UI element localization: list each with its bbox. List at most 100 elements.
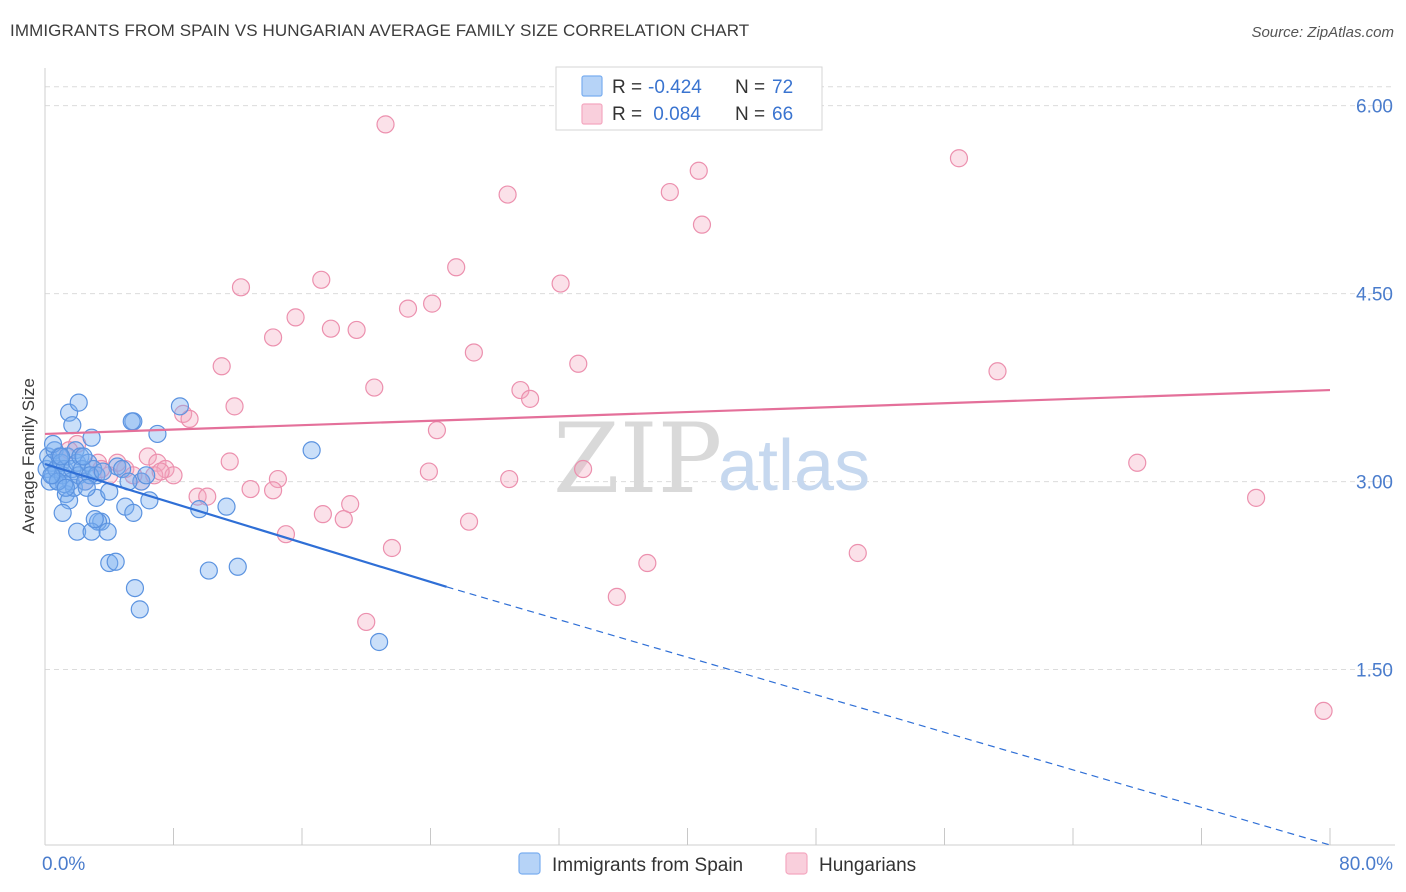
spain-point (125, 578, 145, 598)
spain-point (68, 522, 87, 541)
spain-point (77, 478, 96, 497)
bottom-legend-label-spain: Immigrants from Spain (552, 855, 743, 876)
hungarian-point (1247, 488, 1266, 507)
x-ticks (173, 828, 1331, 845)
hungarian-point (341, 495, 360, 514)
hungarian-point (268, 469, 288, 489)
spain-point (370, 632, 389, 652)
legend-r-value-hungarians: 0.084 (648, 104, 701, 125)
spain-point (69, 393, 88, 412)
hungarian-point (334, 510, 353, 529)
spain-point (42, 466, 61, 485)
legend-swatch-spain (581, 75, 603, 97)
legend-n-label-hungarians: N = (735, 104, 765, 125)
hungarian-point (423, 294, 442, 313)
y-tick-label: 6.00 (1356, 97, 1393, 118)
spain-point (124, 503, 143, 522)
y-axis-label: Average Family Size (19, 378, 38, 534)
legend-r-value-spain: -0.424 (648, 77, 702, 98)
hungarian-point (321, 319, 341, 338)
hungarian-point (313, 505, 332, 524)
legend-n-value-hungarians: 66 (772, 104, 793, 125)
hungarian-point (365, 378, 384, 397)
spain-point (100, 553, 119, 573)
hungarian-point (607, 587, 626, 606)
legend-r-label-spain: R = (612, 77, 642, 98)
legend-r-label-hungarians: R = (612, 104, 642, 125)
hungarian-point (1128, 453, 1147, 472)
hungarian-point (382, 538, 402, 558)
spain-point (132, 472, 151, 491)
hungarian-point (398, 299, 418, 318)
spain-point (93, 462, 112, 481)
x-tick-label-max: 80.0% (1339, 854, 1393, 875)
y-tick-label: 4.50 (1356, 285, 1393, 306)
y-tick-label: 3.00 (1356, 473, 1393, 494)
chart-title: IMMIGRANTS FROM SPAIN VS HUNGARIAN AVERA… (10, 21, 750, 40)
spain-trend-extension (446, 586, 1331, 846)
hungarian-point (312, 270, 331, 289)
hungarian-point (225, 397, 244, 416)
hungarian-point (151, 462, 170, 481)
hungarian-point (500, 469, 519, 489)
spain-point (53, 503, 72, 522)
hungarian-point (138, 447, 157, 466)
y-tick-labels: 1.50 3.00 4.50 6.00 (1356, 97, 1393, 682)
spain-point (63, 416, 82, 435)
hungarian-point (692, 215, 712, 234)
spain-point (85, 510, 104, 529)
hungarian-point (263, 328, 283, 347)
spain-point (122, 412, 141, 431)
hungarian-point (689, 161, 708, 180)
hungarian-point (241, 479, 260, 499)
watermark-atlas: atlas (718, 426, 870, 506)
spain-point (137, 466, 156, 485)
hungarian-point (427, 421, 447, 440)
hungarian-point (464, 343, 483, 362)
hungarian-point (231, 278, 251, 297)
spain-point (51, 447, 71, 466)
spain-point (98, 522, 117, 541)
hungarian-point (848, 543, 867, 563)
hungarian-point (376, 115, 395, 134)
grid-lines (45, 86, 1395, 671)
spain-point (148, 424, 167, 444)
spain-trend-line (44, 462, 447, 588)
hungarian-point (1314, 701, 1333, 721)
bottom-legend: Immigrants from Spain Hungarians (518, 852, 916, 876)
spain-point (199, 561, 218, 580)
legend-n-label-spain: N = (735, 77, 765, 98)
hungarian-point (447, 258, 466, 277)
hungarian-point (638, 553, 657, 573)
series-spain-points (37, 393, 389, 652)
hungarian-point (569, 354, 588, 373)
hungarian-point (357, 612, 376, 632)
hungarian-point (419, 462, 438, 481)
hungarian-point (551, 274, 570, 293)
bottom-legend-swatch-hungarians (785, 852, 808, 875)
spain-point (228, 557, 247, 576)
spain-point (106, 552, 125, 571)
hungarian-point (520, 389, 540, 408)
hungarian-point (660, 182, 679, 202)
source-label: Source: ZipAtlas.com (1251, 24, 1394, 41)
spain-point (170, 397, 190, 416)
trend-lines (44, 388, 1331, 846)
hungarian-point (180, 409, 199, 429)
hungarian-point (212, 357, 231, 376)
hungarian-point (220, 452, 239, 471)
hungarian-point (573, 459, 593, 479)
hungarian-point (347, 320, 366, 340)
bottom-legend-label-hungarians: Hungarians (819, 855, 916, 876)
spain-point (302, 441, 321, 460)
bottom-legend-swatch-spain (518, 852, 541, 875)
hungarian-point (949, 149, 969, 168)
spain-point (88, 512, 108, 531)
legend-box: R = -0.424 N = 72 R = 0.084 N = 66 (555, 66, 823, 131)
spain-point (130, 600, 149, 619)
hungarian-point (286, 308, 305, 327)
spain-point (217, 497, 236, 516)
y-tick-label: 1.50 (1356, 661, 1393, 682)
legend-n-value-spain: 72 (772, 77, 793, 98)
